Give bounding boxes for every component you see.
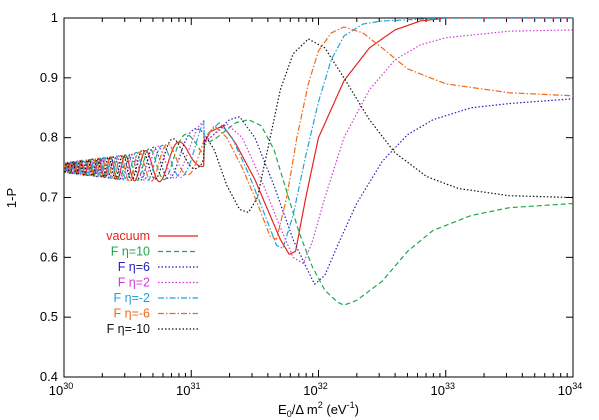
x-tick-label: 1034	[558, 381, 582, 398]
axis-ticks: 0.4 0.5 0.6 0.7 0.8 0.9 1 1030 1031 1032 1033 1034	[40, 10, 582, 398]
x-tick-label: 1030	[49, 381, 73, 398]
y-axis-label: 1-P	[4, 188, 19, 208]
x-tick-label: 1033	[431, 381, 455, 398]
x-tick-label: 1032	[303, 381, 327, 398]
x-axis-label: E0/Δ m2 (eV-1)	[278, 400, 359, 419]
y-tick-label: 0.6	[40, 249, 58, 264]
y-tick-label: 0.8	[40, 130, 58, 145]
x-label-mid: /Δ m	[292, 402, 318, 417]
x-tick-label: 1031	[176, 381, 200, 398]
x-label-sup: 2	[318, 400, 323, 410]
series-layer	[64, 18, 573, 306]
legend: vacuum F η=10F η=6 F η=2F η=-2 F η=-6F η=-1…	[106, 229, 198, 336]
series-line	[64, 26, 573, 240]
legend-label: F η=-10	[107, 322, 150, 336]
legend-label: F η=2	[118, 276, 150, 290]
y-tick-label: 0.5	[40, 309, 58, 324]
legend-label: F η=-6	[114, 307, 151, 321]
legend-label: F η=-2	[114, 291, 151, 305]
x-label-unit: (eV	[323, 402, 347, 417]
y-tick-label: 0.4	[40, 369, 58, 384]
series-line	[64, 119, 573, 306]
y-tick-label: 1	[51, 10, 58, 25]
y-tick-label: 0.9	[40, 70, 58, 85]
legend-label: F η=6	[118, 260, 150, 274]
legend-label: F η=10	[111, 245, 150, 259]
y-tick-label: 0.7	[40, 190, 58, 205]
series-line	[64, 18, 573, 255]
legend-label: vacuum	[106, 229, 150, 243]
x-label-unit-sup: -1	[347, 400, 355, 410]
x-label-main: E	[278, 402, 287, 417]
x-label-unit-end: )	[355, 402, 359, 417]
x-label-sub: 0	[287, 409, 292, 419]
series-line	[64, 38, 573, 214]
series-line	[64, 29, 573, 265]
